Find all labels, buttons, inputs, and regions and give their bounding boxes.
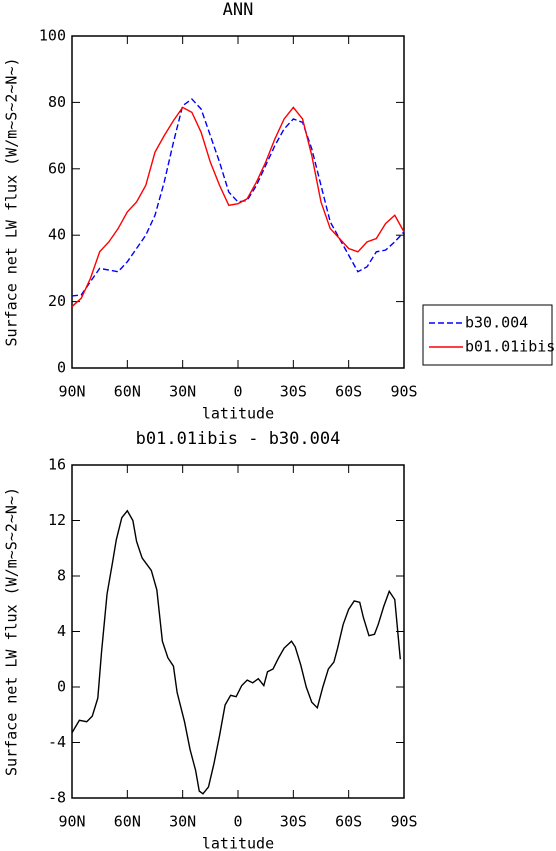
legend-label: b30.004 [465, 314, 528, 332]
x-tick-label: 30N [169, 383, 196, 401]
y-tick-label: 100 [39, 27, 66, 45]
x-tick-label: 60S [335, 383, 362, 401]
x-tick-label: 0 [233, 813, 242, 831]
y-tick-label: 80 [48, 93, 66, 111]
x-tick-label: 30N [169, 813, 196, 831]
series-line [71, 98, 405, 297]
legend-box [422, 304, 553, 366]
x-tick-label: 90S [390, 813, 417, 831]
x-axis-label: latitude [202, 405, 274, 423]
y-tick-label: 60 [48, 159, 66, 177]
x-tick-label: 60N [114, 813, 141, 831]
x-axis-label: latitude [202, 835, 274, 851]
x-tick-label: 90N [58, 383, 85, 401]
x-tick-label: 90N [58, 813, 85, 831]
x-tick-label: 60S [335, 813, 362, 831]
x-tick-label: 30S [280, 813, 307, 831]
x-tick-label: 0 [233, 383, 242, 401]
legend-label: b01.01ibis [465, 338, 555, 356]
y-tick-label: 4 [57, 622, 66, 640]
y-tick-label: -8 [48, 789, 66, 807]
y-tick-label: 12 [48, 511, 66, 529]
x-tick-label: 60N [114, 383, 141, 401]
chart-title: b01.01ibis - b30.004 [136, 429, 341, 449]
plot-frame [71, 35, 405, 369]
y-tick-label: 16 [48, 456, 66, 474]
x-tick-label: 90S [390, 383, 417, 401]
series-line [71, 509, 402, 795]
y-tick-label: 0 [57, 359, 66, 377]
y-tick-label: 0 [57, 678, 66, 696]
y-tick-label: -4 [48, 733, 66, 751]
y-axis-label: Surface net LW flux (W/m~S~2~N~) [3, 58, 21, 347]
chart-title: ANN [223, 0, 254, 20]
y-tick-label: 8 [57, 567, 66, 585]
x-tick-label: 30S [280, 383, 307, 401]
plot-frame [71, 464, 405, 799]
y-tick-label: 20 [48, 292, 66, 310]
y-axis-label: Surface net LW flux (W/m~S~2~N~) [3, 487, 21, 776]
y-tick-label: 40 [48, 226, 66, 244]
series-line [71, 106, 405, 308]
